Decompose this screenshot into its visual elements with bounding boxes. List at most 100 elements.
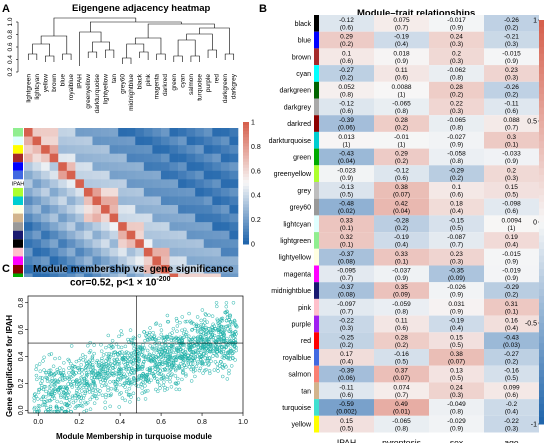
adjacency-cell — [220, 136, 230, 146]
cell-pval-lightyellow-pyroptosis: (0.1) — [395, 258, 408, 265]
scatter-point — [204, 325, 208, 330]
scatter-point — [105, 368, 110, 372]
scatter-point — [129, 360, 133, 365]
adjacency-cell — [24, 136, 33, 146]
cell-cor-purple-age: 0.16 — [505, 318, 518, 325]
row-label-green: green — [293, 154, 311, 161]
adjacency-cell — [32, 187, 42, 197]
scatter-point — [145, 373, 149, 378]
adjacency-colorbar-step — [243, 240, 249, 245]
adjacency-cell — [109, 247, 119, 257]
cell-pval-tan-age: (0.6) — [505, 392, 518, 399]
scatter-point — [200, 337, 204, 341]
scatter-point — [180, 338, 185, 342]
cell-pval-darkred-sex: (0.8) — [450, 125, 463, 132]
cell-tan-pyroptosis — [374, 382, 429, 400]
cell-pval-darkturquoise-IPAH: (1) — [343, 141, 351, 148]
adjacency-cell — [229, 145, 239, 154]
adjacency-cell — [75, 273, 85, 277]
cell-cor-brown-IPAH: 0.1 — [342, 50, 351, 57]
scatter-point — [122, 381, 127, 386]
scatter-point — [140, 367, 145, 371]
cell-lightcyan-age — [484, 215, 539, 233]
panel-c-subtitle-exp: -200 — [156, 276, 171, 283]
cell-midnightblue-IPAH — [319, 282, 374, 299]
cell-cor-grey60-sex: 0.18 — [450, 201, 463, 208]
scatter-point — [154, 343, 159, 347]
cell-cor-red-pyroptosis: 0.28 — [395, 334, 408, 341]
adjacency-cell — [66, 264, 76, 274]
scatter-point — [147, 368, 151, 373]
scatter-point — [181, 358, 186, 362]
adjacency-cell — [118, 170, 128, 180]
scatter-point — [44, 389, 48, 394]
adjacency-cell — [58, 179, 68, 189]
y-tick-label: 0.6 — [18, 325, 25, 335]
scatter-point — [207, 337, 211, 342]
dendrogram-branch — [177, 39, 196, 56]
colorbar-step — [539, 174, 544, 183]
cell-cor-red-age: -0.43 — [504, 334, 519, 341]
scatter-point — [184, 330, 189, 335]
scatter-point — [107, 344, 111, 348]
colorbar-step — [539, 410, 544, 418]
panel-a-letter: A — [2, 3, 10, 15]
colorbar-tick-label: 1 — [533, 18, 537, 25]
cell-red-sex — [429, 332, 484, 349]
scatter-point — [155, 364, 159, 369]
cell-blue-IPAH — [319, 31, 374, 49]
cell-pval-lightcyan-age: (1) — [508, 225, 516, 232]
adjacency-cell — [58, 256, 68, 266]
scatter-point — [190, 327, 195, 332]
scatter-point — [194, 324, 199, 329]
row-label-lightgreen: lightgreen — [280, 238, 311, 245]
cell-grey-pyroptosis — [374, 182, 429, 199]
scatter-point — [39, 383, 44, 388]
adjacency-cell — [101, 247, 110, 257]
cell-darkturquoise-sex — [429, 131, 484, 149]
scatter-point — [171, 343, 175, 348]
adjacency-cell — [135, 230, 145, 240]
scatter-point — [41, 394, 46, 399]
cell-cor-yellow-sex: -0.029 — [447, 418, 466, 425]
scatter-point — [225, 324, 230, 328]
adjacency-cell — [101, 239, 110, 249]
adjacency-colorbar-step — [243, 152, 249, 157]
adjacency-cell — [83, 196, 93, 206]
scatter-point — [174, 355, 179, 359]
scatter-point — [179, 341, 184, 346]
adjacency-cell — [135, 187, 145, 197]
row-label-black: black — [295, 21, 312, 28]
scatter-point — [161, 373, 165, 378]
adjacency-colorbar-step — [243, 189, 249, 193]
scatter-point — [145, 348, 150, 353]
scatter-point — [99, 349, 104, 353]
adjacency-cell — [160, 170, 170, 180]
scatter-point — [69, 361, 73, 366]
scatter-point — [47, 368, 52, 373]
cell-pval-darkturquoise-pyroptosis: (1) — [398, 141, 406, 148]
scatter-point — [83, 355, 88, 359]
adjacency-cell — [32, 264, 42, 274]
scatter-point — [161, 354, 166, 358]
cell-blue-age — [484, 31, 539, 49]
adjacency-cell — [229, 170, 239, 180]
scatter-point — [78, 381, 83, 385]
cell-cor-grey60-pyroptosis: 0.42 — [395, 201, 408, 208]
cell-pink-IPAH — [319, 298, 374, 316]
scatter-point — [131, 351, 136, 355]
scatter-point — [168, 332, 172, 337]
scatter-point — [206, 358, 210, 363]
adjacency-cell — [178, 264, 187, 274]
scatter-point — [232, 332, 237, 337]
dendrogram-branch — [147, 23, 215, 38]
scatter-point — [113, 350, 117, 355]
scatter-point — [88, 340, 92, 345]
scatter-point — [154, 321, 159, 326]
adjacency-cell — [41, 273, 50, 277]
adjacency-cell — [143, 256, 153, 266]
colorbar-step — [539, 154, 544, 162]
adjacency-cell — [92, 213, 102, 223]
cell-pval-lightcyan-sex: (0.5) — [450, 225, 463, 232]
cell-cyan-sex — [429, 65, 484, 82]
